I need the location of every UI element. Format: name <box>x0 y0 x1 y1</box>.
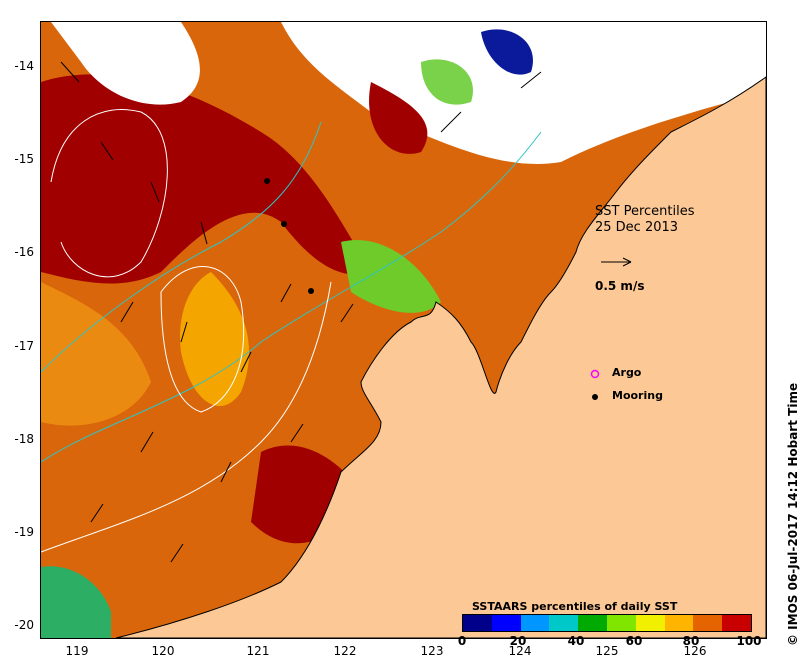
legend-argo-label: Argo <box>612 366 642 379</box>
colorbar-swatch <box>463 615 492 631</box>
colorbar-tick: 100 <box>736 634 762 648</box>
colorbar-swatch <box>491 615 521 631</box>
legend-mooring-label: Mooring <box>612 389 663 402</box>
colorbar-tick: 40 <box>567 634 585 648</box>
colorbar <box>462 614 752 632</box>
y-tick-label: -16 <box>14 245 34 259</box>
y-tick-label: -17 <box>14 339 34 353</box>
map-title: SST Percentiles <box>595 204 695 219</box>
colorbar-swatch <box>693 615 723 631</box>
x-tick-label: 121 <box>246 644 270 658</box>
sst-green-region-southwest <box>41 566 111 638</box>
mooring-marker <box>308 288 314 294</box>
sst-light-orange-region <box>180 272 250 407</box>
isobath-200m <box>41 121 322 373</box>
colorbar-tick: 80 <box>682 634 700 648</box>
y-tick-label: -20 <box>14 618 34 632</box>
sst-high-percentile-region <box>41 74 371 284</box>
colorbar-tick: 0 <box>457 634 467 648</box>
colorbar-swatch <box>520 615 550 631</box>
land-mass <box>115 76 766 638</box>
y-tick-label: -19 <box>14 525 34 539</box>
y-tick-label: -14 <box>14 59 34 73</box>
sst-green-patch <box>421 59 473 105</box>
y-tick-label: -18 <box>14 432 34 446</box>
x-tick-label: 119 <box>65 644 89 658</box>
sst-green-region <box>341 240 441 313</box>
map-date: 25 Dec 2013 <box>595 220 679 235</box>
colorbar-title: SSTAARS percentiles of daily SST <box>472 600 678 613</box>
colorbar-swatch <box>578 615 607 631</box>
colorbar-swatch <box>664 615 694 631</box>
credit-text: © IMOS 06-Jul-2017 14:12 Hobart Time <box>786 382 800 646</box>
velocity-scale-label: 0.5 m/s <box>595 279 645 293</box>
argo-legend-symbol <box>590 369 600 379</box>
colorbar-swatch <box>549 615 579 631</box>
map-canvas <box>41 22 766 638</box>
ssh-contour <box>50 109 168 278</box>
x-tick-label: 124 <box>508 644 532 658</box>
isobath-100m <box>41 131 542 463</box>
ssh-contour <box>160 266 245 413</box>
map-plot-area <box>40 21 767 639</box>
no-data-region-north <box>281 22 766 164</box>
mooring-legend-symbol <box>592 394 598 400</box>
colorbar-swatch <box>722 615 751 631</box>
no-data-region <box>51 22 200 105</box>
colorbar-tick: 20 <box>509 634 527 648</box>
x-tick-label: 122 <box>333 644 357 658</box>
colorbar-tick: 60 <box>625 634 643 648</box>
colorbar-swatch <box>635 615 665 631</box>
sst-low-percentile-patch <box>481 29 533 75</box>
colorbar-swatch <box>606 615 636 631</box>
sst-patch <box>369 82 428 154</box>
mooring-marker <box>281 221 287 227</box>
x-tick-label: 120 <box>151 644 175 658</box>
ssh-contour <box>41 281 332 553</box>
mooring-marker <box>264 178 270 184</box>
sst-orange-region <box>41 282 151 426</box>
x-tick-label: 125 <box>595 644 619 658</box>
y-tick-label: -15 <box>14 152 34 166</box>
x-tick-label: 123 <box>420 644 444 658</box>
current-vectors <box>60 61 632 563</box>
x-tick-label: 126 <box>683 644 707 658</box>
